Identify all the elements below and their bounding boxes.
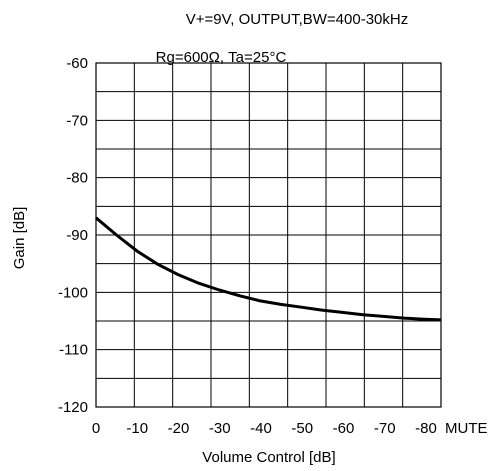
- x-tick-label: -70: [374, 420, 396, 437]
- y-tick-label: -110: [59, 342, 88, 359]
- x-tick-label: -60: [333, 420, 355, 437]
- x-tick-label: -30: [209, 420, 231, 437]
- x-tick-label: 0: [92, 420, 100, 437]
- y-tick-label: -100: [58, 284, 88, 301]
- y-tick-label: -120: [58, 399, 88, 416]
- x-tick-label: -80: [415, 420, 437, 437]
- y-tick-label: -80: [66, 170, 88, 187]
- chart-title: V+=9V, OUTPUT,BW=400-30kHz: [186, 11, 408, 28]
- x-tick-label: MUTE: [445, 420, 488, 437]
- gain-series-line: [95, 216, 442, 322]
- y-tick-label: -90: [66, 227, 88, 244]
- x-tick-label: -40: [250, 420, 272, 437]
- x-tick-label: -10: [126, 420, 148, 437]
- x-tick-label: -50: [291, 420, 313, 437]
- x-tick-label: -20: [168, 420, 190, 437]
- grid: [96, 63, 441, 407]
- plot-frame: [95, 62, 442, 408]
- x-axis-label: Volume Control [dB]: [202, 449, 335, 466]
- y-tick-labels: -60 -70 -80 -90 -100 -110 -120: [58, 55, 88, 416]
- y-axis-label: Gain [dB]: [11, 207, 28, 270]
- x-tick-labels: 0 -10 -20 -30 -40 -50 -60 -70 -80 MUTE: [92, 420, 488, 437]
- y-tick-label: -60: [66, 55, 88, 72]
- chart-subtitle: Rg=600Ω, Ta=25°C: [156, 49, 287, 66]
- y-tick-label: -70: [66, 112, 88, 129]
